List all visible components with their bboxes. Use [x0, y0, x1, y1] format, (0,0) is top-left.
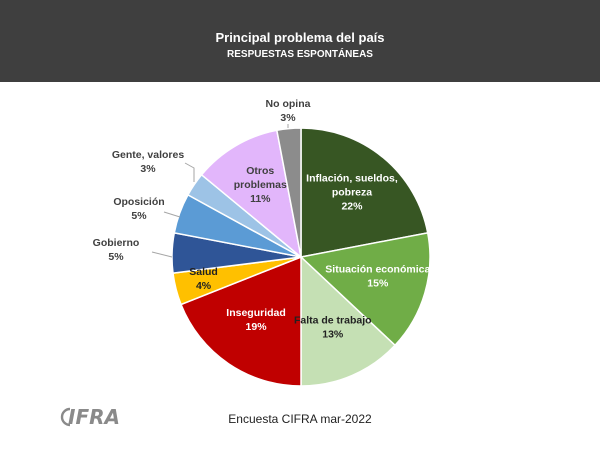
pie-slice-4 [180, 255, 302, 387]
pie-slice-2 [299, 231, 431, 347]
pie-slice-1 [300, 127, 429, 258]
pie-label-3: Falta de trabajo 13% [294, 314, 372, 340]
leader-line-7 [163, 211, 181, 218]
pie-label-6: Gobierno 5% [93, 237, 140, 263]
pie-label-2: Situación económica 15% [325, 263, 430, 289]
logo-c-mark [60, 407, 71, 427]
pie-label-4: Inseguridad 19% [226, 307, 286, 333]
pie-slice-3 [300, 255, 397, 387]
logo-text: IFRA [68, 405, 120, 429]
footer-note: Encuesta CIFRA mar-2022 [228, 412, 372, 426]
chart-title: Principal problema del país [215, 30, 385, 45]
pie-slice-10 [275, 127, 302, 258]
pie-label-1: Inflación, sueldos, pobreza 22% [306, 172, 398, 212]
cifra-logo: IFRA [60, 404, 130, 430]
pie-label-8: Gente, valores 3% [112, 149, 185, 175]
leader-line-6 [151, 251, 173, 258]
pie-label-5: Salud 4% [189, 266, 218, 292]
chart-subtitle: RESPUESTAS ESPONTÁNEAS [227, 49, 373, 60]
pie-slices [171, 127, 431, 387]
leader-line-8 [184, 162, 195, 182]
pie-label-10: No opina 3% [266, 98, 311, 124]
pie-slice-9 [200, 129, 303, 259]
chart-header: Principal problema del país RESPUESTAS E… [0, 0, 600, 82]
pie-label-7: Oposición 5% [113, 196, 164, 222]
pie-labels: Inflación, sueldos, pobreza 22% Situación e… [93, 98, 431, 340]
pie-label-9: Otros problemas 11% [234, 165, 287, 205]
